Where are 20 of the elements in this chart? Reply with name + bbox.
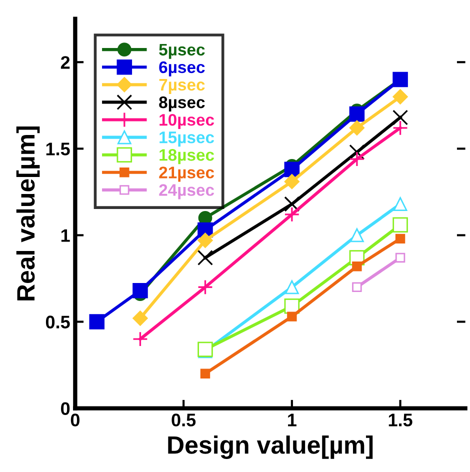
legend-label: 24µsec bbox=[159, 184, 214, 200]
legend-label: 21µsec bbox=[159, 166, 214, 182]
y-tick-label: 0 bbox=[61, 402, 70, 415]
x-axis-title: Design value[µm] bbox=[168, 436, 373, 459]
legend-label: 15µsec bbox=[160, 132, 214, 147]
y-tick-label: 1.5 bbox=[46, 142, 70, 156]
legend-label: 8µsec bbox=[159, 96, 205, 112]
y-tick-label: 1 bbox=[61, 229, 70, 242]
x-tick-label: 1.5 bbox=[388, 414, 412, 426]
x-tick-label: 1 bbox=[288, 414, 296, 426]
y-axis-title: Real value[µm] bbox=[16, 126, 40, 300]
legend-label: 5µsec bbox=[159, 44, 205, 59]
y-tick-label: 2 bbox=[60, 56, 70, 69]
x-tick-label: 0 bbox=[70, 414, 80, 426]
legend-label: 7µsec bbox=[159, 79, 205, 94]
legend-label: 10µsec bbox=[160, 114, 214, 130]
x-tick-label: 0.5 bbox=[172, 414, 196, 426]
legend-label: 18µsec bbox=[160, 149, 214, 164]
legend-label: 6µsec bbox=[159, 61, 205, 76]
y-tick-label: 0.5 bbox=[46, 316, 70, 328]
